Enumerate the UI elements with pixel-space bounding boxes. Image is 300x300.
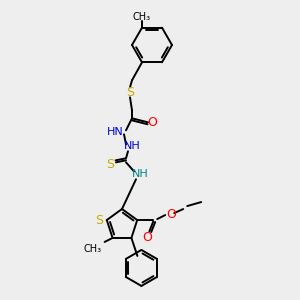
Text: CH₃: CH₃: [83, 244, 102, 254]
Text: S: S: [126, 86, 134, 99]
Text: HN: HN: [106, 127, 123, 137]
Text: O: O: [166, 208, 176, 220]
Text: CH₃: CH₃: [133, 12, 151, 22]
Text: NH: NH: [124, 141, 140, 151]
Text: O: O: [147, 116, 157, 129]
Text: S: S: [106, 158, 114, 171]
Text: O: O: [142, 231, 152, 244]
Text: NH: NH: [132, 169, 148, 179]
Text: S: S: [95, 214, 103, 226]
